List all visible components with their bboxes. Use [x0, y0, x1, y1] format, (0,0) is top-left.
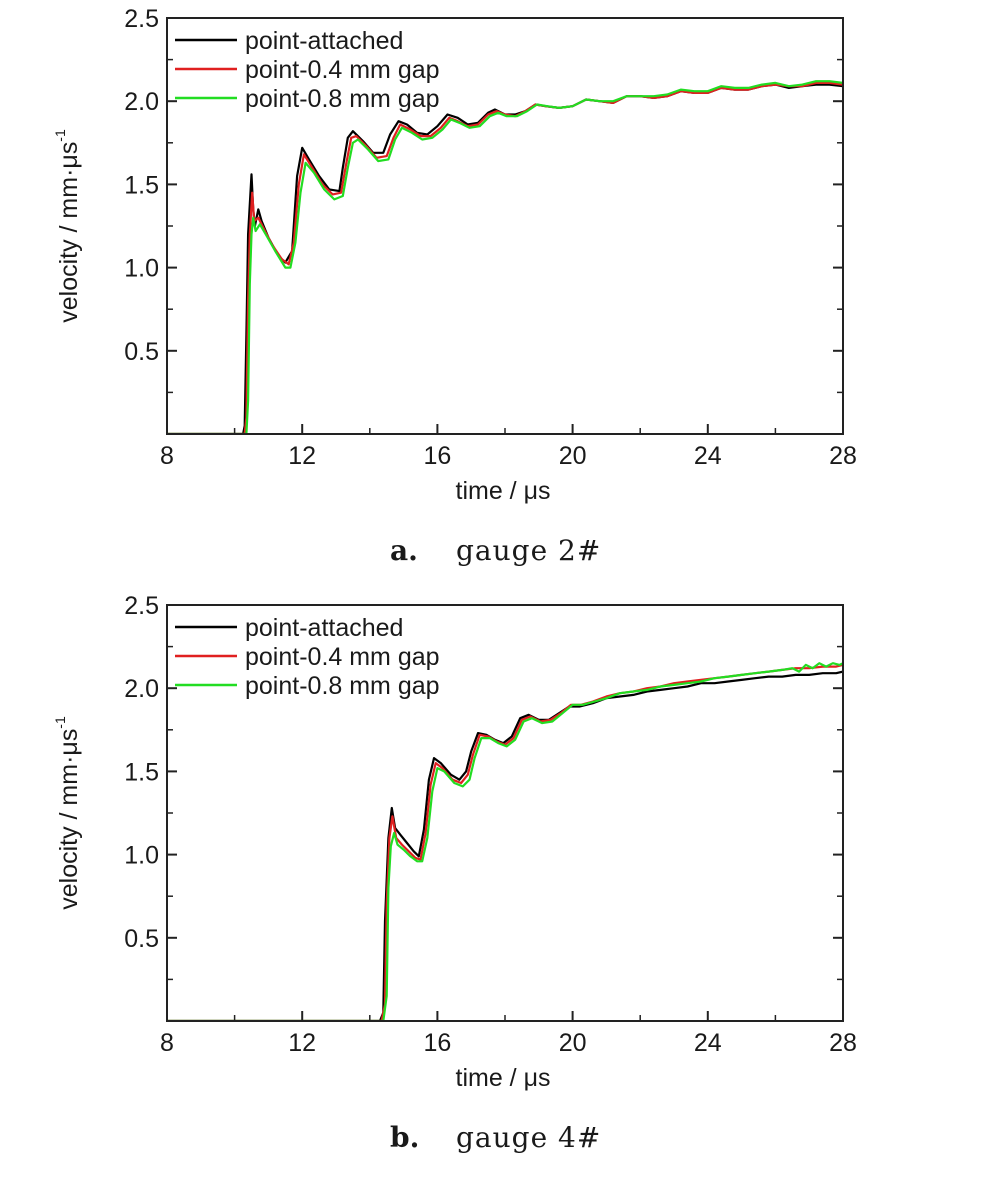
- y-axis-label: velocity / mm·μs-1: [52, 716, 83, 910]
- legend-label: point-0.8 mm gap: [245, 672, 440, 700]
- chart-panel-b: 8 12 16 20 24 28 0.5 1.0 1.5 2.0 2.5 time / μs veloc…: [52, 592, 857, 1154]
- y-tick-label: 0.5: [124, 338, 159, 366]
- x-tick-label: 8: [160, 442, 174, 470]
- y-tick-label: 1.5: [124, 171, 159, 199]
- x-tick-label: 28: [829, 442, 857, 470]
- legend-label: point-attached: [245, 27, 403, 55]
- x-axis-label: time / μs: [456, 1064, 551, 1092]
- x-tick-label: 12: [288, 1029, 316, 1057]
- x-tick-label: 24: [694, 442, 722, 470]
- caption-text: gauge 4#: [456, 1121, 601, 1154]
- y-tick-label: 1.0: [124, 842, 159, 870]
- y-axis-label-superscript: -1: [52, 129, 68, 142]
- x-tick-label: 24: [694, 1029, 722, 1057]
- series-group: [167, 662, 843, 1021]
- legend-label: point-0.8 mm gap: [245, 85, 440, 113]
- x-tick-label: 28: [829, 1029, 857, 1057]
- x-tick-label: 20: [559, 1029, 587, 1057]
- caption-letter: b.: [390, 1121, 419, 1154]
- y-tick-label: 1.0: [124, 255, 159, 283]
- legend-label: point-0.4 mm gap: [245, 643, 440, 671]
- series-line-point-0-8-mm-gap: [167, 80, 843, 434]
- x-tick-label: 12: [288, 442, 316, 470]
- y-tick-label: 2.5: [124, 5, 159, 33]
- series-line-point-0-8-mm-gap: [167, 662, 843, 1021]
- figure-caption: a. gauge 2#: [390, 534, 601, 567]
- figure-caption: b. gauge 4#: [390, 1121, 601, 1154]
- caption-letter: a.: [390, 534, 418, 567]
- series-group: [167, 80, 843, 434]
- legend-label: point-0.4 mm gap: [245, 56, 440, 84]
- y-tick-label: 0.5: [124, 925, 159, 953]
- series-line-point-0-4-mm-gap: [167, 81, 843, 434]
- y-tick-label: 2.5: [124, 592, 159, 620]
- y-axis-label-superscript: -1: [52, 716, 68, 729]
- series-line-point-0-4-mm-gap: [167, 663, 843, 1021]
- x-tick-label: 16: [423, 1029, 451, 1057]
- y-tick-label: 2.0: [124, 88, 159, 116]
- y-tick-label: 1.5: [124, 758, 159, 786]
- x-tick-label: 16: [423, 442, 451, 470]
- chart-panel-a: 8 12 16 20 24 28 0.5 1.0 1.5 2.0 2.5 time / μs veloc…: [52, 5, 857, 567]
- caption-text: gauge 2#: [456, 534, 601, 567]
- x-tick-label: 8: [160, 1029, 174, 1057]
- series-line-point-attached: [167, 670, 843, 1021]
- y-tick-label: 2.0: [124, 675, 159, 703]
- x-axis-label: time / μs: [456, 477, 551, 505]
- legend-label: point-attached: [245, 614, 403, 642]
- series-line-point-attached: [167, 83, 843, 434]
- y-axis-label: velocity / mm·μs-1: [52, 129, 83, 323]
- x-tick-label: 20: [559, 442, 587, 470]
